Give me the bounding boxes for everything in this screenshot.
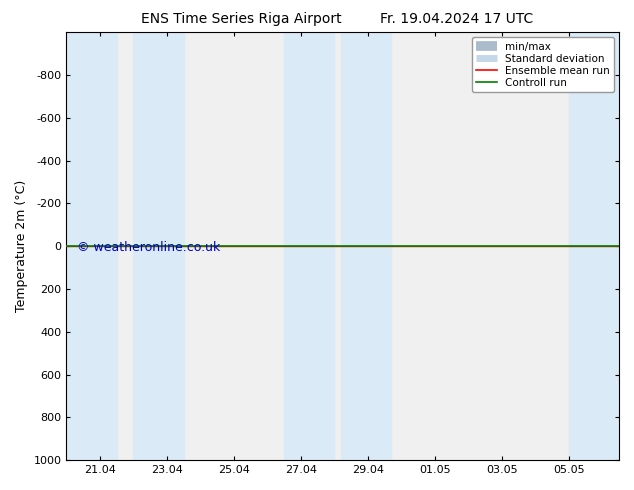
- Bar: [284, 32, 334, 460]
- Text: Fr. 19.04.2024 17 UTC: Fr. 19.04.2024 17 UTC: [380, 12, 533, 26]
- Bar: [341, 32, 391, 460]
- Text: © weatheronline.co.uk: © weatheronline.co.uk: [77, 241, 221, 254]
- Text: ENS Time Series Riga Airport: ENS Time Series Riga Airport: [141, 12, 341, 26]
- Bar: [67, 32, 117, 460]
- Bar: [133, 32, 184, 460]
- Y-axis label: Temperature 2m (°C): Temperature 2m (°C): [15, 180, 28, 312]
- Bar: [569, 32, 619, 460]
- Legend: min/max, Standard deviation, Ensemble mean run, Controll run: min/max, Standard deviation, Ensemble me…: [472, 37, 614, 92]
